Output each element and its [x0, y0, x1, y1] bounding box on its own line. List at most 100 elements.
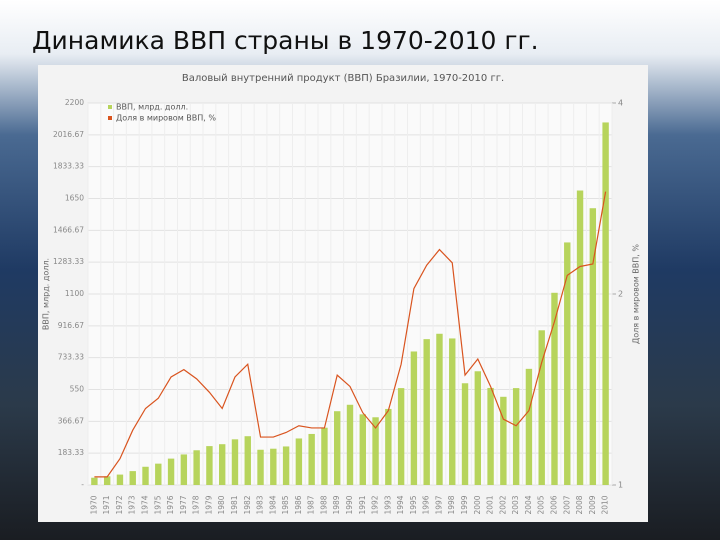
x-tick-label: 2004 [524, 495, 533, 514]
x-tick-label: 1983 [256, 495, 265, 514]
x-tick-label: 1981 [230, 495, 239, 514]
y-tick-label: 366.67 [58, 416, 84, 425]
x-tick-label: 1971 [102, 495, 111, 514]
x-tick-label: 2006 [549, 495, 558, 514]
bar [576, 190, 584, 485]
y-tick-label: 1650 [65, 194, 84, 203]
x-tick-label: 1973 [128, 495, 137, 514]
x-tick-label: 1988 [319, 495, 328, 514]
x-tick-label: 2008 [575, 495, 584, 514]
x-tick-label: 1970 [89, 495, 98, 514]
bar [372, 417, 379, 485]
bar [231, 439, 239, 485]
bar [436, 333, 443, 485]
x-tick-label: 1987 [307, 495, 316, 514]
x-tick-label: 2010 [601, 495, 610, 514]
x-tick-label: 1979 [204, 495, 213, 514]
x-tick-label: 1999 [460, 495, 469, 514]
x-tick-label: 1995 [409, 495, 418, 514]
slide-title: Динамика ВВП страны в 1970-2010 гг. [32, 26, 539, 55]
x-tick-label: 1978 [192, 495, 201, 514]
x-tick-label: 1994 [396, 495, 405, 514]
x-tick-label: 2005 [537, 495, 546, 514]
bar [500, 396, 507, 485]
y-tick-label: 2016.67 [53, 130, 84, 139]
bar [270, 448, 277, 485]
x-tick-label: 1990 [345, 495, 354, 514]
bar [410, 351, 418, 485]
bar [155, 463, 162, 485]
bar [244, 436, 251, 485]
x-tick-label: 1985 [281, 495, 290, 514]
bar [116, 474, 124, 485]
bar [512, 388, 520, 485]
x-tick-label: 2003 [511, 495, 520, 514]
bar [91, 477, 98, 485]
bar [206, 446, 213, 485]
line [94, 191, 607, 478]
y2-tick-label: 4 [618, 99, 623, 108]
bar [551, 292, 558, 485]
y-tick-label: - [81, 480, 84, 489]
bar [282, 446, 290, 485]
bar [397, 388, 405, 485]
plot: - 183.33 366.67 550 733.33 916.67 1100 1283.33 1… [53, 98, 623, 515]
y-tick-label: 2200 [65, 98, 84, 107]
bar [423, 339, 430, 485]
x-tick-label: 1997 [434, 495, 443, 514]
x-tick-label: 2007 [562, 495, 571, 514]
bar [589, 208, 597, 485]
bar [129, 471, 136, 485]
x-tick-label: 1989 [332, 495, 341, 514]
legend-label: Доля в мировом ВВП, % [116, 114, 216, 123]
x-tick-label: 1986 [294, 495, 303, 514]
x-tick-label: 1976 [166, 495, 175, 514]
y2-axis-label: Доля в мировом ВВП, % [632, 244, 641, 344]
bar [334, 411, 341, 485]
bar [103, 476, 111, 485]
y-tick-label: 1100 [65, 289, 84, 298]
bar [257, 449, 264, 485]
bar [538, 330, 545, 485]
x-tick-label: 1980 [217, 495, 226, 514]
legend-swatch [108, 116, 112, 120]
bar [359, 414, 366, 485]
x-tick-label: 2009 [588, 495, 597, 514]
bar [461, 383, 469, 485]
bar [385, 408, 392, 485]
bar [321, 427, 328, 485]
y-tick-label: 733.33 [58, 353, 84, 362]
x-tick-label: 1974 [141, 495, 150, 514]
x-tick-label: 1975 [153, 495, 162, 514]
x-tick-label: 1977 [179, 495, 188, 514]
y-axis-label: ВВП, млрд. долл. [42, 258, 51, 330]
bar [308, 433, 315, 485]
bar [167, 458, 175, 485]
x-tick-label: 1972 [115, 495, 124, 514]
bar [180, 454, 188, 485]
legend-swatch [108, 105, 112, 109]
chart-title: Валовый внутренний продукт (ВВП) Бразили… [182, 73, 504, 84]
y-tick-label: 550 [70, 385, 85, 394]
x-tick-label: 1996 [422, 495, 431, 514]
bar [218, 444, 226, 485]
bar [487, 387, 494, 485]
bar [602, 122, 609, 486]
x-tick-label: 2001 [486, 495, 495, 514]
bar [346, 404, 354, 485]
y-tick-label: 183.33 [58, 448, 84, 457]
bar [193, 450, 200, 485]
bar [564, 242, 571, 485]
bar [525, 368, 533, 485]
x-tick-label: 2000 [473, 495, 482, 514]
bar [295, 438, 303, 485]
y2-tick-label: 1 [618, 481, 623, 490]
x-tick-label: 2002 [498, 495, 507, 514]
y-tick-label: 1833.33 [53, 162, 84, 171]
x-tick-label: 1982 [243, 495, 252, 514]
x-tick-label: 1998 [447, 495, 456, 514]
bar [142, 466, 149, 485]
x-tick-label: 1992 [371, 495, 380, 514]
